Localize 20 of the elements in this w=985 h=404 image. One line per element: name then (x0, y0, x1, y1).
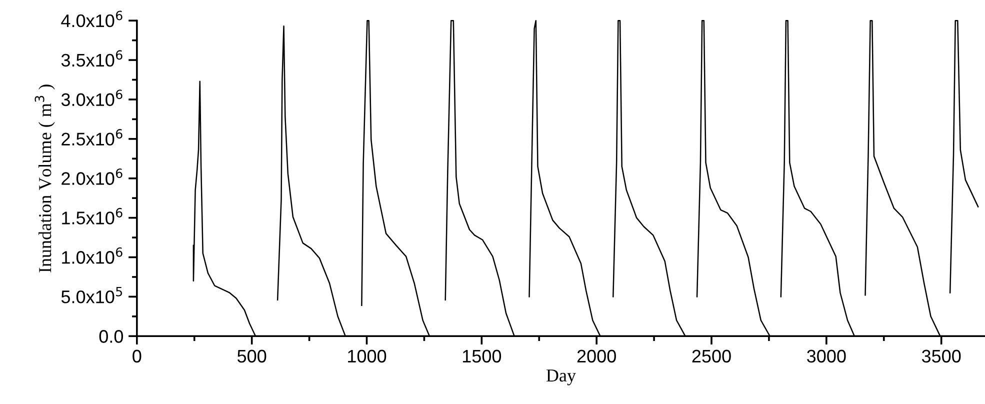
y-tick-label: 0.0 (99, 330, 124, 343)
x-tick-label: 500 (237, 350, 266, 363)
y-tick-label: 3.5x10$^{6}$ (61, 50, 122, 67)
x-tick-label: 3500 (922, 350, 961, 363)
x-tick-label: 0 (132, 350, 142, 363)
y-tick-label: 3.0x10$^{6}$ (61, 90, 122, 106)
x-axis-title: Day (546, 370, 576, 386)
x-tick-label: 1500 (462, 350, 502, 363)
line-series (949, 20, 979, 294)
y-tick-label: 1.0x10$^{6}$ (62, 247, 122, 264)
x-tick-label: 2500 (692, 350, 731, 363)
x-tick-label: 2000 (577, 350, 616, 363)
y-tick-label: 2.0x10$^{6}$ (62, 168, 122, 185)
x-tick-label: 3000 (807, 350, 846, 363)
y-tick-label: 1.5x10$^{6}$ (62, 208, 122, 224)
y-axis-title: Inundation Volume ( m$^{3}$ ) (34, 84, 55, 272)
y-tick-label: 4.0x10$^{6}$ (61, 10, 122, 28)
y-tick-label: 5.0x10$^{5}$ (61, 286, 122, 304)
y-tick-label: 2.5x10$^{6}$ (62, 129, 122, 146)
x-tick-label: 1000 (348, 350, 386, 363)
